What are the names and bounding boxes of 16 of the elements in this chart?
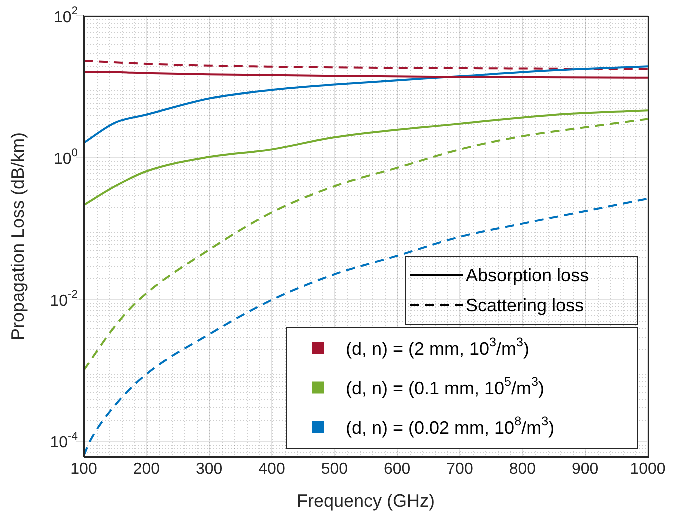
annotation: Scattering loss: [466, 295, 584, 316]
annotation: Absorption loss: [466, 265, 590, 286]
x-tick-label: 100: [70, 461, 98, 478]
x-tick-label: 500: [321, 461, 348, 478]
x-axis-title: Frequency (GHz): [296, 491, 436, 512]
y-axis-title: Propagation Loss (dB/km): [8, 132, 28, 341]
line-series: [84, 60, 648, 70]
line-series: [84, 66, 648, 144]
x-tick-label: 200: [133, 461, 160, 478]
x-tick-label: 900: [572, 461, 599, 478]
x-tick-label: 300: [196, 461, 223, 478]
x-tick-label: 600: [384, 461, 411, 478]
x-tick-label: 1000: [630, 461, 666, 478]
x-tick-label: 700: [446, 461, 474, 478]
x-tick-label: 800: [509, 461, 536, 478]
x-tick-label: 400: [258, 461, 286, 478]
